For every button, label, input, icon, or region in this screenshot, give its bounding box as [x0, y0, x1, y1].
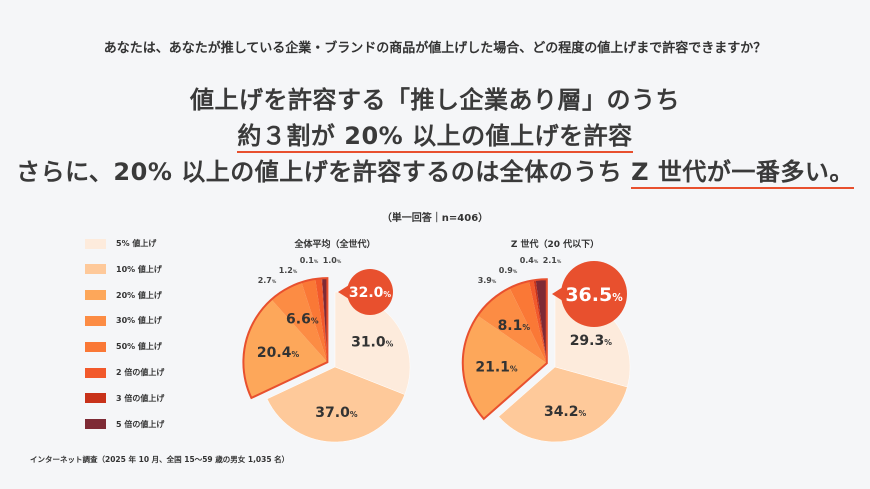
headline-line-1: 値上げを許容する「推し企業あり層」のうち — [190, 86, 680, 114]
slice-label: 29.3% — [570, 333, 613, 349]
legend-label: 20% 値上げ — [116, 290, 162, 300]
legend-swatch — [85, 419, 106, 430]
slice-label: 6.6% — [286, 311, 319, 327]
legend-label: 30% 値上げ — [116, 316, 162, 326]
legend-item: 5% 値上げ — [85, 238, 156, 249]
slice-label: 31.0% — [351, 335, 394, 351]
headline-line-3-emphasis: Z 世代が一番多い。 — [631, 158, 854, 189]
slice-label-small: 2.7% — [258, 276, 277, 285]
legend-swatch — [85, 238, 106, 249]
slice-label-small: 2.1% — [543, 256, 562, 265]
callout-pointer — [338, 285, 349, 299]
slice-label-small: 1.2% — [279, 266, 298, 275]
pie-slice — [315, 278, 328, 363]
callout-bubble — [561, 261, 627, 327]
callout-total: 32.0% — [349, 285, 392, 301]
chart-title-overall: 全体平均（全世代） — [294, 240, 376, 250]
legend-item: 10% 値上げ — [85, 264, 162, 275]
slice-label-small: 0.1% — [300, 256, 319, 265]
legend-swatch — [85, 393, 106, 404]
pie-slice — [509, 281, 547, 364]
legend-item: 30% 値上げ — [85, 315, 162, 326]
slice-label: 37.0% — [315, 405, 358, 421]
sample-note: （単一回答｜n=406） — [381, 213, 489, 224]
slice-label-small: 0.4% — [520, 256, 539, 265]
legend-item: 50% 値上げ — [85, 341, 162, 352]
pie-slice — [322, 278, 328, 363]
slice-label-small: 3.9% — [478, 276, 497, 285]
legend-label: 10% 値上げ — [116, 264, 162, 274]
legend-item: 2 倍の値上げ — [85, 367, 164, 378]
pie-slice — [462, 315, 547, 419]
pie-0 — [242, 277, 411, 443]
legend-label: 3 倍の値上げ — [116, 393, 165, 403]
pie-slice — [266, 366, 406, 443]
pie-slice — [301, 279, 328, 363]
legend-swatch — [85, 367, 106, 378]
callout-bubble — [347, 269, 393, 315]
legend-label: 2 倍の値上げ — [116, 368, 165, 377]
callout-pointer — [552, 287, 563, 301]
highlight-outline — [461, 278, 548, 421]
pie-slice — [498, 366, 628, 443]
callout-total: 36.5% — [565, 284, 623, 306]
legend-item: 5 倍の値上げ — [85, 419, 164, 430]
slice-label-small: 0.9% — [499, 266, 518, 275]
survey-question: あなたは、あなたが推している企業・ブランドの商品が値上げした場合、どの程度の値上… — [103, 41, 767, 56]
pie-slice — [528, 280, 547, 364]
legend-item: 3 倍の値上げ — [85, 393, 164, 404]
pie-slice — [533, 280, 547, 364]
slice-label: 8.1% — [498, 318, 531, 334]
legend-item: 20% 値上げ — [85, 290, 162, 301]
slice-label: 34.2% — [544, 404, 587, 420]
legend-swatch — [85, 264, 106, 275]
highlight-outline — [242, 277, 329, 400]
headline-line-3: さらに、20% 以上の値上げを許容するのは全体のうち — [16, 158, 632, 186]
chart-title-genz: Z 世代（20 代以下） — [510, 240, 600, 250]
headline-line-2: 約３割が 20% 以上の値上げを許容 — [237, 122, 633, 153]
slice-label: 20.4% — [257, 345, 300, 361]
pie-slice — [321, 278, 328, 363]
legend-label: 5% 値上げ — [116, 239, 157, 248]
legend-label: 50% 値上げ — [116, 342, 162, 352]
slice-label-small: 1.0% — [323, 256, 342, 265]
legend-label: 5 倍の値上げ — [116, 419, 165, 429]
pie-slice — [271, 282, 328, 363]
slice-label: 21.1% — [475, 359, 518, 375]
legend-swatch — [85, 315, 106, 326]
legend-swatch — [85, 341, 106, 352]
legend-swatch — [85, 290, 106, 301]
pie-slice — [535, 279, 547, 364]
footnote: インターネット調査（2025 年 10 月、全国 15〜59 歳の男女 1,03… — [30, 455, 290, 464]
pie-slice — [243, 299, 328, 398]
pie-slice — [477, 287, 547, 364]
